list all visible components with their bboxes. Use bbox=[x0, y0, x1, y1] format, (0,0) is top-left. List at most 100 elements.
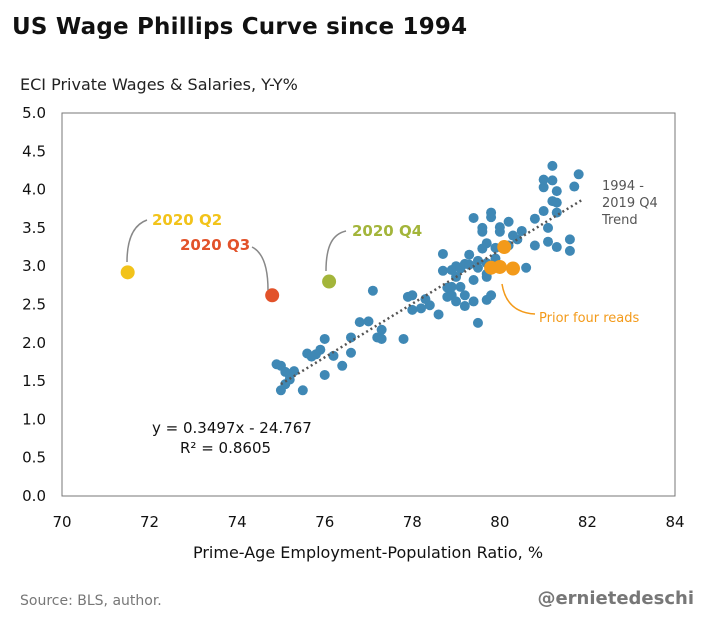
y-tick-label: 1.0 bbox=[22, 410, 46, 428]
data-point bbox=[416, 303, 427, 314]
data-point bbox=[367, 285, 378, 296]
highlight-point-2020-q2 bbox=[120, 265, 135, 280]
q4-leader bbox=[325, 230, 347, 272]
data-point bbox=[521, 262, 532, 273]
data-point bbox=[486, 290, 497, 301]
data-point bbox=[398, 333, 409, 344]
data-point bbox=[547, 160, 558, 171]
label-2020-q4: 2020 Q4 bbox=[352, 222, 422, 240]
x-tick-label: 84 bbox=[665, 513, 684, 531]
highlight-point-2020-q3 bbox=[265, 288, 280, 303]
data-point bbox=[363, 316, 374, 327]
data-point bbox=[516, 225, 527, 236]
data-point bbox=[543, 236, 554, 247]
data-point bbox=[573, 169, 584, 180]
data-point bbox=[275, 385, 286, 396]
data-point bbox=[538, 206, 549, 217]
trend-equation: y = 0.3497x - 24.767 bbox=[152, 419, 312, 437]
label-2020-q3: 2020 Q3 bbox=[180, 236, 250, 254]
data-point bbox=[376, 324, 387, 335]
data-point bbox=[306, 351, 317, 362]
y-tick-label: 0.0 bbox=[22, 487, 46, 505]
author-handle: @ernietedeschi bbox=[537, 588, 694, 609]
x-tick-label: 78 bbox=[403, 513, 422, 531]
data-point bbox=[459, 301, 470, 312]
data-point bbox=[494, 222, 505, 233]
y-tick-label: 3.0 bbox=[22, 257, 46, 275]
data-point bbox=[337, 360, 348, 371]
data-point bbox=[564, 234, 575, 245]
prior-read-point bbox=[497, 240, 512, 255]
data-point bbox=[437, 265, 448, 276]
prior-read-point bbox=[505, 261, 520, 276]
q3-leader bbox=[251, 246, 269, 291]
x-axis-label: Prime-Age Employment-Population Ratio, % bbox=[193, 543, 543, 562]
data-point bbox=[407, 290, 418, 301]
trend-line bbox=[280, 198, 584, 386]
data-point bbox=[551, 186, 562, 197]
data-point bbox=[437, 248, 448, 259]
highlight-point-2020-q4 bbox=[322, 274, 337, 289]
data-point bbox=[328, 350, 339, 361]
plot-frame bbox=[61, 112, 676, 497]
prior-reads-leader bbox=[501, 283, 536, 315]
data-point bbox=[464, 259, 475, 270]
data-point bbox=[503, 216, 514, 227]
data-point bbox=[569, 181, 580, 192]
y-tick-label: 3.5 bbox=[22, 219, 46, 237]
data-point bbox=[433, 309, 444, 320]
data-point bbox=[472, 255, 483, 266]
data-point bbox=[345, 332, 356, 343]
data-point bbox=[468, 212, 479, 223]
trend-label-line-3: Trend bbox=[601, 213, 638, 228]
x-tick-label: 80 bbox=[490, 513, 509, 531]
data-point bbox=[464, 249, 475, 260]
data-point bbox=[472, 317, 483, 328]
data-point bbox=[486, 207, 497, 218]
y-tick-label: 2.5 bbox=[22, 296, 46, 314]
q2-leader bbox=[126, 219, 148, 263]
data-point bbox=[512, 234, 523, 245]
y-axis-label: ECI Private Wages & Salaries, Y-Y% bbox=[20, 75, 298, 94]
data-point bbox=[354, 317, 365, 328]
data-point bbox=[345, 347, 356, 358]
label-2020-q2: 2020 Q2 bbox=[152, 211, 222, 229]
data-point bbox=[538, 174, 549, 185]
data-point bbox=[451, 296, 462, 307]
y-tick-label: 5.0 bbox=[22, 104, 46, 122]
x-tick-label: 72 bbox=[140, 513, 159, 531]
trend-label-line-2: 2019 Q4 bbox=[602, 196, 658, 211]
data-point bbox=[477, 226, 488, 237]
source-note: Source: BLS, author. bbox=[20, 593, 162, 609]
data-point bbox=[407, 304, 418, 315]
data-point bbox=[538, 182, 549, 193]
data-point bbox=[529, 213, 540, 224]
data-point bbox=[564, 245, 575, 256]
chart-title: US Wage Phillips Curve since 1994 bbox=[12, 14, 468, 40]
data-point bbox=[529, 240, 540, 251]
data-point bbox=[319, 333, 330, 344]
x-tick-label: 70 bbox=[52, 513, 71, 531]
x-tick-label: 82 bbox=[578, 513, 597, 531]
data-point bbox=[289, 366, 300, 377]
x-tick-label: 74 bbox=[228, 513, 247, 531]
data-point bbox=[420, 294, 431, 305]
data-point bbox=[297, 385, 308, 396]
y-tick-label: 4.0 bbox=[22, 181, 46, 199]
data-point bbox=[543, 222, 554, 233]
data-point bbox=[468, 296, 479, 307]
data-point bbox=[459, 290, 470, 301]
data-point bbox=[319, 369, 330, 380]
x-tick-label: 76 bbox=[315, 513, 334, 531]
prior-four-reads-label: Prior four reads bbox=[539, 311, 640, 326]
data-point bbox=[551, 242, 562, 253]
y-tick-label: 4.5 bbox=[22, 142, 46, 160]
data-point bbox=[455, 281, 466, 292]
y-tick-label: 0.5 bbox=[22, 449, 46, 467]
data-point bbox=[547, 175, 558, 186]
trend-r-squared: R² = 0.8605 bbox=[180, 439, 271, 457]
data-point bbox=[481, 238, 492, 249]
data-point bbox=[472, 262, 483, 273]
data-point bbox=[551, 197, 562, 208]
